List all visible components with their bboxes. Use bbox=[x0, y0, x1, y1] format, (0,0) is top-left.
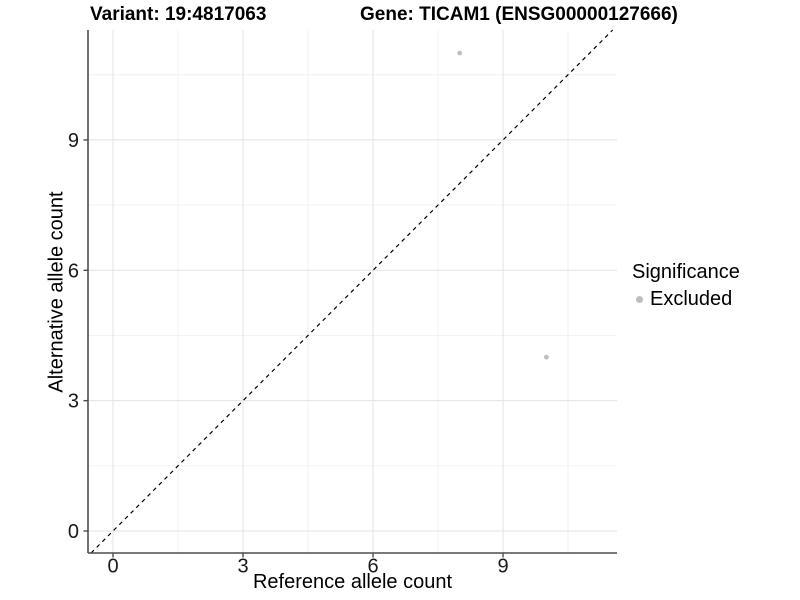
legend-point-swatch bbox=[636, 295, 643, 303]
data-point bbox=[457, 50, 463, 56]
legend-item-label: Excluded bbox=[650, 287, 733, 310]
y-tick-label: 0 bbox=[68, 521, 79, 543]
x-tick-label: 0 bbox=[107, 556, 118, 578]
x-tick-label: 9 bbox=[497, 556, 508, 578]
legend-item-excluded: Excluded bbox=[630, 288, 740, 310]
x-tick-label: 6 bbox=[367, 556, 378, 578]
x-axis-title: Reference allele count bbox=[252, 571, 452, 593]
y-tick-label: 3 bbox=[68, 391, 79, 413]
plot-title-variant: Variant: 19:4817063 bbox=[90, 4, 267, 25]
plot-title-gene: Gene: TICAM1 (ENSG00000127666) bbox=[360, 4, 678, 25]
data-point bbox=[543, 354, 549, 360]
y-tick-label: 9 bbox=[68, 130, 79, 152]
y-axis-title: Alternative allele count bbox=[45, 191, 68, 393]
identity-dashed-line bbox=[90, 29, 614, 554]
legend-title: Significance bbox=[632, 261, 740, 283]
x-tick-label: 3 bbox=[237, 556, 248, 578]
legend: Significance Excluded bbox=[630, 261, 740, 310]
y-tick-label: 6 bbox=[68, 260, 79, 282]
